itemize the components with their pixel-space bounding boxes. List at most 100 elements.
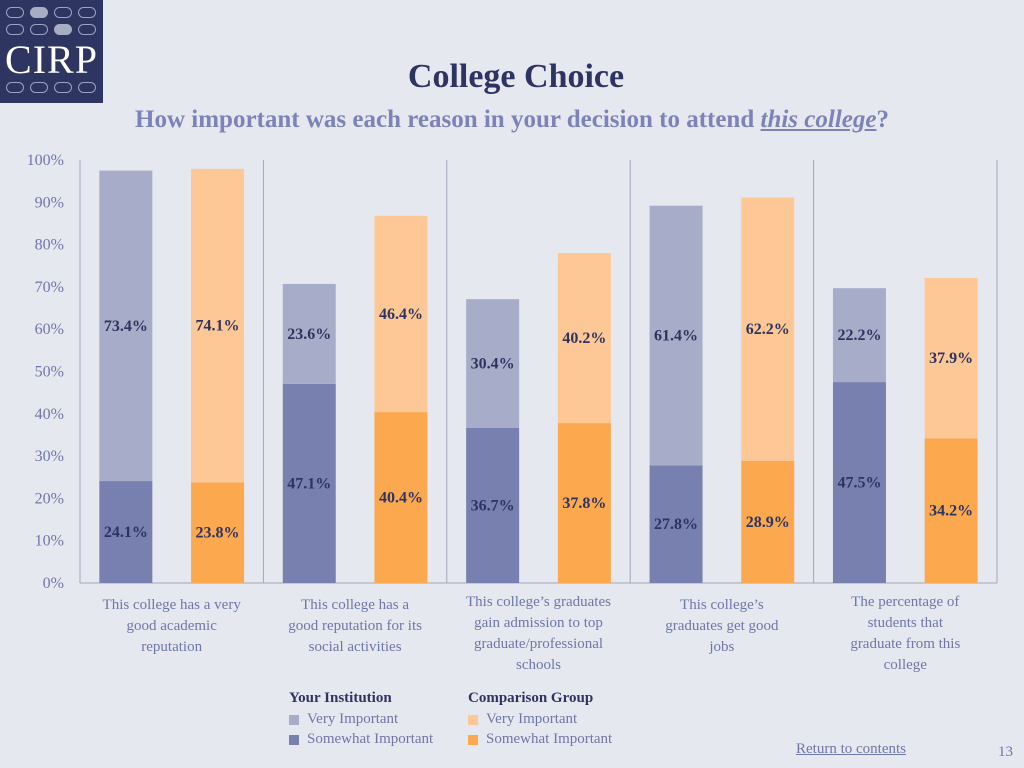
logo-pill [78,7,96,18]
bar-very-important [832,288,886,383]
bar-somewhat-important [191,482,245,583]
legend-swatch [468,734,478,745]
y-tick-label: 40% [35,406,64,423]
category-label-line: students that [868,615,944,631]
y-tick-label: 30% [35,448,64,465]
category-label-line: graduates get good [665,618,779,634]
logo-pill [54,82,72,93]
y-tick-label: 90% [35,194,64,211]
bar-somewhat-important [741,460,795,583]
logo-pill [6,82,24,93]
bar-very-important [557,253,611,424]
logo-pill [54,7,72,18]
bar-very-important [466,299,520,428]
cirp-logo: CIRP [0,0,103,103]
data-label-somewhat: 40.4% [379,490,423,507]
bar-somewhat-important [99,481,153,583]
bar-very-important [191,168,245,483]
legend-header-institution: Your Institution [289,690,392,706]
data-label-very: 37.9% [929,350,973,367]
category-label-line: gain admission to top [474,615,603,631]
category-label-line: The percentage of [851,594,959,610]
bar-somewhat-important [924,438,978,583]
category-label: This college’s graduates get good jobs [665,597,779,655]
legend-label: Somewhat Important [307,731,434,747]
data-label-somewhat: 36.7% [471,497,515,514]
category-label-line: jobs [708,639,734,655]
data-label-very: 23.6% [287,326,331,343]
category-label: This college’s graduates gain admission t… [466,594,611,673]
legend-item-comparison-somewhat: Somewhat Important [468,731,612,748]
subtitle-emphasis: this college [760,106,877,133]
category-label-line: graduate from this [850,636,960,652]
subtitle-text: How important was each reason in your de… [135,106,761,133]
logo-pill [30,7,48,18]
category-label-line: graduate/professional [474,636,603,652]
category-label: The percentage of students that graduate f… [850,594,960,673]
y-tick-label: 70% [35,279,64,296]
category-label-line: schools [516,657,561,673]
legend-item-institution-somewhat: Somewhat Important [289,731,433,748]
y-tick-label: 60% [35,321,64,338]
data-label-very: 40.2% [562,330,606,347]
category-label-line: social activities [309,639,402,655]
category-label-line: good academic [127,618,218,634]
data-label-very: 61.4% [654,328,698,345]
bar-very-important [374,215,428,413]
subtitle-end: ? [876,106,889,133]
legend-swatch [289,714,299,725]
y-tick-label: 10% [35,533,64,550]
legend-item-comparison-very: Very Important [468,711,577,728]
data-label-very: 73.4% [104,318,148,335]
data-label-somewhat: 27.8% [654,516,698,533]
return-to-contents-link[interactable]: Return to contents [796,741,906,757]
bar-somewhat-important [282,383,336,583]
data-label-somewhat: 23.8% [196,525,240,542]
logo-pill [78,24,96,35]
data-label-somewhat: 47.5% [837,475,881,492]
data-label-somewhat: 24.1% [104,524,148,541]
data-label-very: 30.4% [471,355,515,372]
legend-header-comparison: Comparison Group [468,690,594,706]
chart-subtitle: How important was each reason in your de… [0,106,1024,134]
bar-somewhat-important [649,465,703,583]
category-label-line: college [884,657,928,673]
bar-very-important [924,278,978,439]
data-label-somewhat: 28.9% [746,514,790,531]
y-tick-label: 100% [27,152,64,169]
legend-item-institution-very: Very Important [289,711,398,728]
legend-swatch [468,714,478,725]
logo-pill [6,7,24,18]
data-label-very: 74.1% [196,318,240,335]
data-label-very: 22.2% [837,327,881,344]
data-label-somewhat: 34.2% [929,503,973,520]
bar-very-important [741,197,795,461]
legend-swatch [289,734,299,745]
bar-very-important [99,170,153,482]
bar-very-important [649,205,703,466]
category-label-line: good reputation for its [288,618,422,634]
category-label-line: This college has a [301,597,409,613]
category-label-line: This college’s [680,597,764,613]
category-label-line: reputation [141,639,202,655]
bar-somewhat-important [557,423,611,583]
bar-very-important [282,283,336,384]
bar-somewhat-important [374,412,428,583]
y-tick-label: 20% [35,490,64,507]
logo-pill [6,24,24,35]
y-tick-label: 0% [43,575,64,592]
legend-label: Somewhat Important [486,731,613,747]
bar-somewhat-important [832,382,886,583]
bar-somewhat-important [466,427,520,583]
logo-text: CIRP [5,37,98,82]
category-label: This college has a very good academic repu… [103,597,242,655]
logo-pill [30,24,48,35]
category-label-line: This college has a very [103,597,242,613]
data-label-very: 46.4% [379,306,423,323]
data-label-somewhat: 37.8% [562,495,606,512]
y-tick-label: 80% [35,237,64,254]
data-label-somewhat: 47.1% [287,475,331,492]
page-number: 13 [998,744,1013,760]
legend-label: Very Important [486,711,578,727]
